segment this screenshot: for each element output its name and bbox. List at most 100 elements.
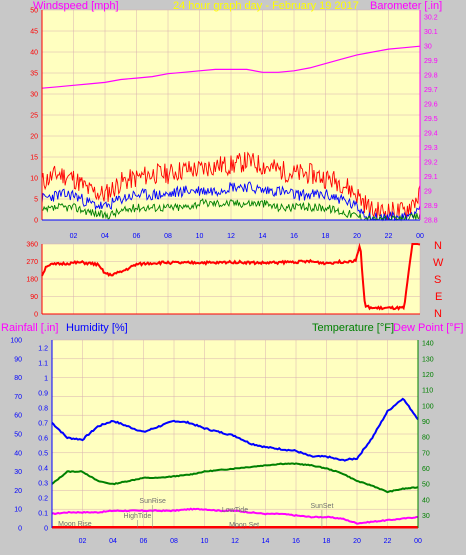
top-right-tick-label: 29.7	[424, 87, 438, 94]
bottom-x-tick-label: 00	[414, 538, 422, 545]
compass-s: S	[434, 274, 441, 286]
annotation-label: Moon Set	[229, 522, 259, 529]
humidity-header: Humidity [%]	[66, 322, 128, 334]
top-right-tick-label: 29	[424, 189, 432, 196]
top-right-tick-label: 28.8	[424, 218, 438, 225]
humidity-tick-label: 40	[14, 450, 22, 457]
mid-tick-label: 0	[34, 312, 38, 319]
wind-avg-series	[41, 181, 421, 222]
humidity-series	[51, 397, 419, 462]
mid-tick-label: 360	[26, 242, 38, 249]
rain-tick-label: 0	[44, 526, 48, 533]
humidity-tick-label: 70	[14, 394, 22, 401]
rain-tick-label: 0.3	[38, 481, 48, 488]
top-right-tick-label: 29.2	[424, 160, 438, 167]
annotation-label: SunSet	[310, 503, 333, 510]
humidity-tick-label: 100	[10, 338, 22, 345]
temperature-header: Temperature [°F]	[312, 322, 394, 334]
top-left-tick-label: 35	[30, 71, 38, 78]
humidity-tick-label: 30	[14, 469, 22, 476]
mid-tick-label: 180	[26, 277, 38, 284]
annotation-label: LowTide	[222, 507, 248, 514]
top-left-tick-label: 30	[30, 92, 38, 99]
compass-n-top: N	[434, 240, 442, 252]
wind-direction-series	[41, 242, 421, 311]
rain-tick-label: 0.9	[38, 391, 48, 398]
top-right-tick-label: 29.3	[424, 145, 438, 152]
barometer-header: Barometer [.in]	[370, 0, 442, 12]
rain-tick-label: 1.1	[38, 361, 48, 368]
humidity-tick-label: 80	[14, 375, 22, 382]
top-left-tick-label: 20	[30, 134, 38, 141]
rain-tick-label: 1.2	[38, 346, 48, 353]
rainfall-header: Rainfall [.in]	[1, 322, 58, 334]
top-left-tick-label: 25	[30, 113, 38, 120]
bottom-x-tick-label: 18	[323, 538, 331, 545]
temperature-tick-label: 110	[422, 388, 433, 395]
annotation-label: SunRise	[139, 498, 166, 505]
top-right-tick-label: 30.2	[424, 15, 438, 22]
temperature-tick-label: 50	[422, 482, 430, 489]
annotation-label: Moon Rise	[58, 521, 92, 528]
bottom-x-tick-label: 22	[384, 538, 392, 545]
bottom-x-tick-label: 14	[262, 538, 270, 545]
top-right-tick-label: 29.9	[424, 58, 438, 65]
top-left-tick-label: 40	[30, 50, 38, 57]
dewpoint-header: Dew Point [°F]	[393, 322, 463, 334]
top-x-tick-label: 16	[290, 233, 298, 240]
wind-low-series	[41, 198, 421, 222]
bottom-x-tick-label: 04	[109, 538, 117, 545]
temperature-tick-label: 60	[422, 466, 430, 473]
top-left-tick-label: 10	[30, 176, 38, 183]
bottom-x-tick-label: 06	[140, 538, 148, 545]
barometer-series	[41, 45, 421, 89]
rain-tick-label: 0.7	[38, 421, 48, 428]
bottom-x-tick-label: 12	[231, 538, 239, 545]
dewpoint-series	[51, 507, 418, 525]
temperature-tick-label: 90	[422, 419, 430, 426]
top-right-tick-label: 30	[424, 44, 432, 51]
top-x-tick-label: 06	[133, 233, 141, 240]
top-right-tick-label: 29.4	[424, 131, 438, 138]
top-x-tick-label: 14	[259, 233, 267, 240]
bottom-x-tick-label: 08	[170, 538, 178, 545]
top-x-tick-label: 10	[196, 233, 204, 240]
top-left-tick-label: 0	[34, 218, 38, 225]
wind-gust-series	[41, 151, 421, 221]
top-x-tick-label: 20	[353, 233, 361, 240]
compass-e: E	[435, 291, 442, 303]
top-x-tick-label: 08	[164, 233, 172, 240]
top-left-tick-label: 5	[34, 197, 38, 204]
humidity-tick-label: 10	[14, 507, 22, 514]
top-right-tick-label: 29.1	[424, 174, 438, 181]
temperature-tick-label: 130	[422, 356, 434, 363]
top-x-tick-label: 04	[101, 233, 109, 240]
top-x-tick-label: 00	[416, 233, 424, 240]
humidity-tick-label: 60	[14, 413, 22, 420]
top-left-tick-label: 15	[30, 155, 38, 162]
temperature-tick-label: 30	[422, 513, 430, 520]
mid-tick-label: 90	[30, 294, 38, 301]
windspeed-header: Windspeed [mph]	[33, 0, 119, 12]
mid-tick-label: 270	[26, 259, 38, 266]
bottom-x-tick-label: 16	[292, 538, 300, 545]
humidity-tick-label: 90	[14, 356, 22, 363]
top-right-tick-label: 29.5	[424, 116, 438, 123]
rain-tick-label: 0.6	[38, 436, 48, 443]
temperature-tick-label: 70	[422, 450, 430, 457]
bottom-x-tick-label: 10	[201, 538, 209, 545]
rain-tick-label: 0.1	[38, 511, 48, 518]
temperature-tick-label: 140	[422, 341, 434, 348]
bottom-x-tick-label: 20	[353, 538, 361, 545]
top-left-tick-label: 50	[30, 8, 38, 15]
top-x-tick-label: 18	[322, 233, 330, 240]
temperature-tick-label: 80	[422, 435, 430, 442]
compass-n-bottom: N	[434, 308, 442, 320]
temperature-series	[51, 462, 419, 494]
top-x-tick-label: 22	[385, 233, 393, 240]
top-x-tick-label: 02	[70, 233, 78, 240]
rain-tick-label: 0.4	[38, 466, 48, 473]
rain-tick-label: 1	[44, 376, 48, 383]
